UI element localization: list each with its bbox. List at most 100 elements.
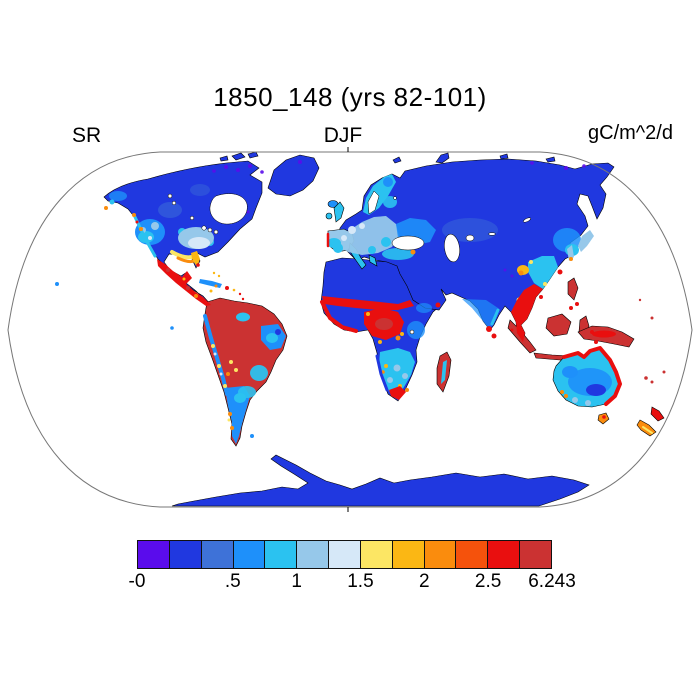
region-svalbard: [392, 153, 556, 164]
europe-pale-dots: [341, 223, 365, 241]
na-gulf-orange-arc: [176, 256, 196, 264]
data-overlays: [55, 160, 666, 444]
central-asia-lighter: [442, 218, 498, 242]
sa-islands: [55, 282, 254, 438]
mexico-specks: [166, 268, 190, 290]
colorbar-cell: [423, 541, 456, 568]
colorbar-tick-label: 2: [419, 571, 430, 592]
new-guinea-ridge: [592, 330, 616, 338]
na-light-patches: [158, 184, 210, 218]
region-antarctica: [171, 454, 590, 507]
aral-sea: [465, 234, 475, 242]
australia-dark-blue: [586, 384, 606, 396]
region-greenland: [267, 154, 320, 197]
colorbar: [137, 540, 552, 569]
lakes-and-seas: [167, 190, 531, 335]
sri-lanka: [491, 333, 497, 339]
caspian-sea: [444, 233, 460, 263]
baltic-sea: [367, 190, 380, 215]
great-slave-lake: [171, 200, 177, 206]
plot-title: 1850_148 (yrs 82-101): [213, 82, 487, 112]
korea-strip: [567, 245, 574, 261]
region-britain: [333, 201, 345, 223]
lake-balkhash: [488, 232, 496, 236]
africa-horn-red: [435, 302, 441, 308]
great-lake-3: [213, 229, 219, 235]
colorbar-cell: [455, 541, 488, 568]
india-tip-red: [486, 326, 492, 332]
colorbar-cells: [138, 541, 551, 568]
colorbar-cell: [200, 541, 233, 568]
sa-pale-dots: [213, 352, 223, 376]
na-palest: [148, 236, 210, 249]
sa-cyan-patches: [234, 365, 268, 403]
region-florida: [191, 251, 200, 267]
great-bear-lake: [167, 193, 173, 199]
lake-victoria: [409, 329, 415, 335]
region-ireland: [325, 212, 333, 220]
region-cuba: [199, 279, 222, 288]
na-west-coast-strip: [133, 215, 157, 258]
colorbar-cell: [359, 541, 392, 568]
africa-namib-strip: [375, 354, 389, 392]
colorbar-tick-label: -0: [128, 571, 146, 592]
season-label: DJF: [323, 124, 363, 147]
turkey-orange-dot: [410, 249, 416, 255]
australia-red-rim: [562, 346, 622, 406]
africa-sahel-red-band: [322, 296, 414, 310]
region-new-zealand-north: [650, 406, 665, 422]
sa-orange-dots: [226, 372, 234, 430]
caribbean-specks-red: [135, 220, 245, 301]
se-china-cyan: [528, 256, 558, 289]
africa-cape-red: [389, 386, 406, 400]
africa-east-blue: [407, 303, 432, 339]
region-arctic-islands: [219, 151, 259, 162]
colorbar-tick-label: 2.5: [474, 571, 502, 592]
colorbar-cell: [168, 541, 201, 568]
arctic-violet-specks: [212, 160, 586, 214]
sa-ne-brazil-cyan: [266, 333, 278, 343]
colorbar-tick-label: 1.5: [347, 571, 374, 592]
colorbar-cell: [519, 541, 551, 568]
scandinavia-blue-dot: [383, 177, 393, 187]
caribbean-specks-orange: [104, 206, 218, 298]
sa-amazon-cyan-patch: [236, 312, 250, 322]
colorbar-cell: [264, 541, 297, 568]
caribbean-specks-yellow: [182, 271, 236, 293]
region-borneo: [545, 313, 572, 337]
africa-south-mottle: [387, 364, 408, 383]
colorbar-cell: [487, 541, 520, 568]
pacific-island-dots: [638, 298, 666, 384]
africa-guinea-coast-red: [320, 300, 358, 333]
colorbar-cell: [138, 541, 169, 568]
region-philippines: [567, 277, 579, 301]
africa-congo-dark: [375, 318, 393, 330]
sa-andes-strip: [203, 314, 229, 396]
madagascar-cyan-core: [441, 360, 447, 384]
indochina-red: [511, 284, 543, 342]
colorbar-cell: [232, 541, 265, 568]
region-new-zealand-south: [636, 419, 657, 437]
india-blue: [462, 299, 498, 330]
colorbar-cell: [391, 541, 424, 568]
tasmania-red-dot: [602, 415, 606, 419]
region-mexico-central-america: [157, 259, 211, 306]
variable-label: SR: [72, 124, 102, 147]
australia-south-pale: [572, 397, 591, 406]
korea-orange-dot: [569, 257, 573, 261]
sa-yellow-dots: [211, 344, 238, 422]
japan-strip: [578, 230, 594, 252]
colorbar-tick-label: 6.243: [528, 571, 576, 592]
units-label: gC/m^2/d: [588, 122, 673, 144]
australia-orange-dots: [560, 390, 568, 398]
colorbar-cell: [328, 541, 360, 568]
india-east-cyan: [490, 308, 500, 326]
africa-south-cyan: [379, 348, 415, 398]
colorbar-cell: [296, 541, 329, 568]
colorbar-tick-label: 1: [291, 571, 302, 592]
region-novaya-zemlya: [435, 152, 450, 164]
lake-winnipeg: [189, 215, 195, 221]
great-lake-2: [207, 227, 213, 233]
colorbar-tick-label: .5: [224, 571, 241, 592]
